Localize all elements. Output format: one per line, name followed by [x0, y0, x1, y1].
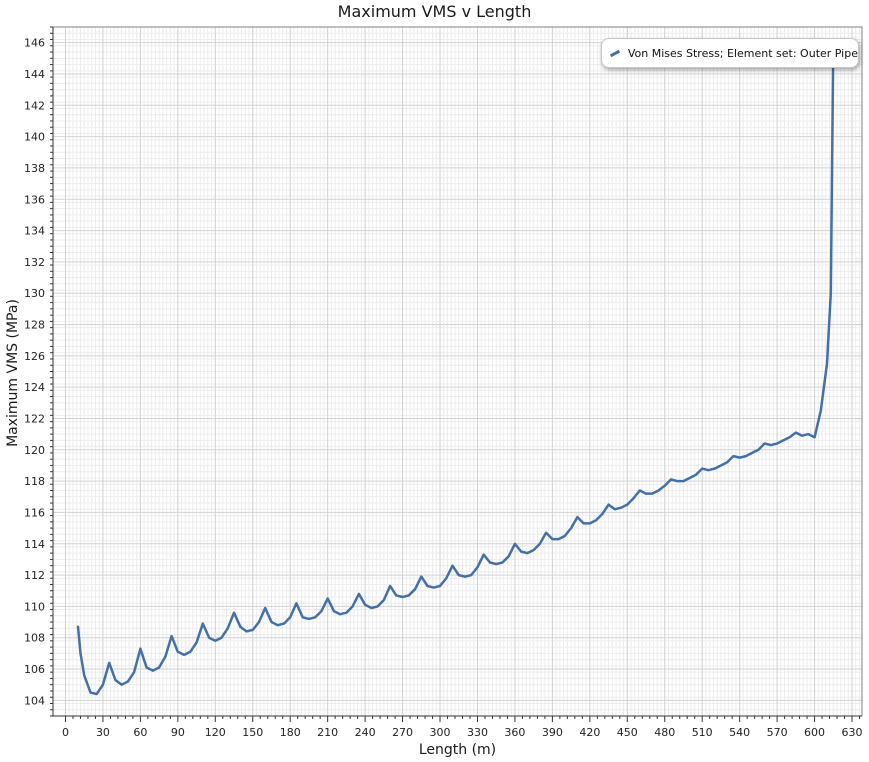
x-tick-label: 450: [617, 726, 638, 739]
x-tick-label: 420: [579, 726, 600, 739]
y-tick-label: 108: [24, 632, 45, 645]
x-tick-label: 630: [842, 726, 863, 739]
x-tick-label: 90: [171, 726, 185, 739]
y-tick-label: 144: [24, 68, 45, 81]
x-tick-label: 570: [767, 726, 788, 739]
y-tick-label: 122: [24, 412, 45, 425]
x-tick-label: 540: [729, 726, 750, 739]
x-tick-label: 150: [242, 726, 263, 739]
y-tick-label: 132: [24, 256, 45, 269]
y-tick-label: 142: [24, 99, 45, 112]
x-tick-label: 480: [654, 726, 675, 739]
x-tick-label: 390: [542, 726, 563, 739]
y-tick-label: 134: [24, 225, 45, 238]
minor-grid: [53, 26, 862, 717]
y-tick-label: 136: [24, 193, 45, 206]
y-tick-label: 116: [24, 506, 45, 519]
chart-title: Maximum VMS v Length: [337, 2, 532, 21]
y-tick-label: 110: [24, 600, 45, 613]
y-tick-label: 114: [24, 538, 45, 551]
x-axis: 0 30 60 90 120 150 180 210 240 270 300 330 360 390 420…: [53, 715, 863, 739]
y-tick-label: 140: [24, 131, 45, 144]
y-tick-label: 126: [24, 350, 45, 363]
y-tick-label: 112: [24, 569, 45, 582]
legend-swatch: [609, 49, 620, 57]
x-tick-label: 60: [133, 726, 147, 739]
x-tick-label: 30: [96, 726, 110, 739]
x-tick-label: 300: [430, 726, 451, 739]
y-tick-label: 106: [24, 663, 45, 676]
y-tick-label: 124: [24, 381, 45, 394]
y-tick-label: 104: [24, 694, 45, 707]
x-tick-label: 270: [392, 726, 413, 739]
x-tick-label: 330: [467, 726, 488, 739]
x-tick-label: 240: [355, 726, 376, 739]
y-axis-label: Maximum VMS (MPa): [5, 299, 21, 447]
x-tick-label: 510: [692, 726, 713, 739]
x-tick-label: 360: [504, 726, 525, 739]
x-tick-label: 210: [317, 726, 338, 739]
legend: Von Mises Stress; Element set: Outer Pip…: [601, 38, 859, 68]
x-tick-label: 180: [280, 726, 301, 739]
y-axis: 104 106 108 110 112 114 116 118 120 122 124 126 128 1…: [24, 26, 54, 717]
y-tick-label: 128: [24, 319, 45, 332]
y-tick-label: 120: [24, 444, 45, 457]
x-tick-label: 600: [804, 726, 825, 739]
x-tick-label: 0: [62, 726, 69, 739]
y-tick-label: 138: [24, 162, 45, 175]
y-tick-label: 118: [24, 475, 45, 488]
y-tick-label: 146: [24, 37, 45, 50]
x-axis-label: Length (m): [418, 742, 497, 758]
x-tick-label: 120: [205, 726, 226, 739]
legend-label: Von Mises Stress; Element set: Outer Pip…: [627, 46, 858, 60]
y-tick-label: 130: [24, 287, 45, 300]
series-line-von-mises-stress: [76, 41, 835, 696]
